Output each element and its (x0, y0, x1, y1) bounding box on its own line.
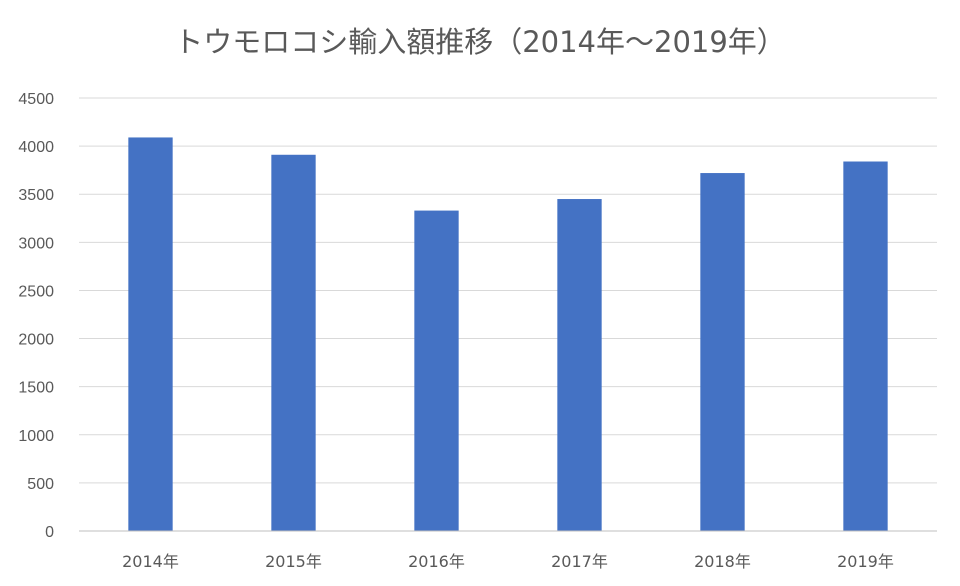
chart-title: トウモロコシ輸入額推移（2014年～2019年） (174, 25, 786, 59)
y-tick-label: 0 (45, 524, 54, 541)
y-tick-label: 1500 (18, 380, 54, 397)
x-tick-label: 2014年 (122, 552, 179, 571)
bar (414, 210, 459, 531)
bars (128, 137, 888, 532)
bar (843, 161, 888, 532)
bar (271, 154, 316, 531)
bar (128, 137, 173, 531)
bar (700, 173, 745, 531)
gridlines (79, 97, 937, 484)
x-tick-label: 2016年 (408, 552, 465, 571)
x-tick-label: 2018年 (694, 552, 751, 571)
y-tick-label: 500 (27, 476, 54, 493)
y-tick-label: 1000 (18, 428, 54, 445)
y-tick-label: 3000 (18, 235, 54, 252)
x-tick-label: 2015年 (265, 552, 322, 571)
x-tick-label: 2017年 (551, 552, 608, 571)
bar (557, 199, 602, 532)
y-tick-label: 3500 (18, 187, 54, 204)
y-tick-label: 2500 (18, 283, 54, 300)
y-tick-label: 4000 (18, 139, 54, 156)
x-axis-category-labels: 2014年 2015年 2016年 2017年 2018年 2019年 (122, 552, 894, 571)
y-tick-label: 2000 (18, 332, 54, 349)
x-tick-label: 2019年 (837, 552, 894, 571)
y-tick-label: 4500 (18, 91, 54, 108)
y-axis-tick-labels: 0 500 1000 1500 2000 2500 3000 3500 4000 4500 (18, 91, 54, 541)
